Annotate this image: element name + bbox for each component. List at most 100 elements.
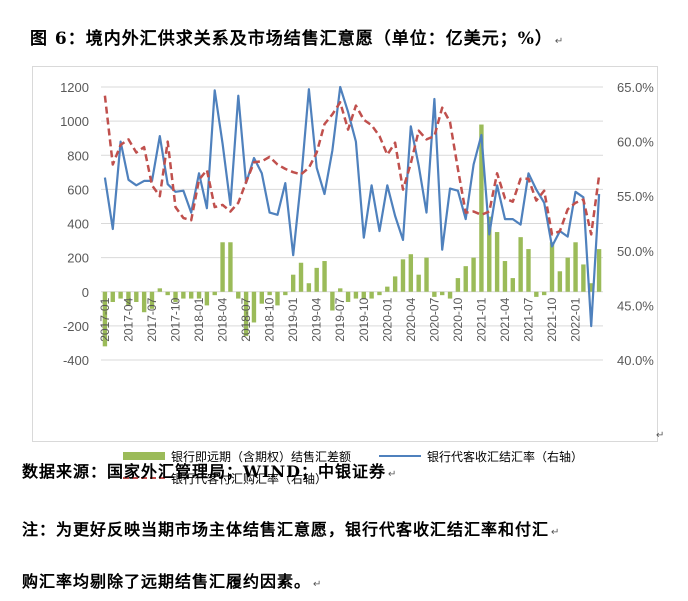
- x-tick-label: 2021-04: [498, 297, 512, 341]
- bar: [212, 291, 217, 296]
- bar: [565, 257, 570, 292]
- bar: [463, 266, 468, 292]
- bar: [440, 291, 445, 296]
- x-tick-label: 2018-07: [239, 297, 253, 341]
- bar: [149, 291, 155, 309]
- bar: [118, 291, 123, 299]
- y-right-tick-label: 65.0%: [617, 80, 654, 95]
- bar: [298, 262, 304, 292]
- y-right-tick-label: 60.0%: [617, 135, 654, 150]
- bar: [283, 291, 288, 296]
- x-tick-label: 2020-04: [404, 297, 418, 341]
- bar: [385, 286, 390, 292]
- legend-swatch-solid-line: [379, 455, 422, 457]
- bar: [589, 283, 594, 292]
- bar: [204, 291, 210, 306]
- paragraph-mark: ↵: [387, 469, 398, 480]
- bar: [408, 254, 414, 292]
- chart-area: -400 -200 0 200 400 600 800 1000 1200 40.0% 45.0% 5…: [32, 66, 658, 486]
- chart-svg: -400 -200 0 200 400 600 800 1000 1200 40.0% 45.0% 5…: [60, 80, 654, 368]
- bar: [494, 232, 500, 292]
- chart-legend: 银行即远期（含期权）结售汇差额 银行代客收汇结汇率（右轴） 银行代客付汇购汇率（…: [123, 445, 683, 489]
- bar: [361, 291, 366, 299]
- y-right-tick-label: 50.0%: [617, 244, 654, 259]
- bar: [518, 237, 523, 292]
- bar: [541, 291, 547, 296]
- bar: [181, 291, 186, 299]
- bar: [345, 291, 351, 302]
- x-tick-label: 2020-10: [451, 297, 465, 341]
- bar: [275, 291, 280, 306]
- bar: [549, 242, 555, 292]
- bar: [110, 291, 115, 302]
- paragraph-mark: ↵: [313, 579, 323, 590]
- x-tick-label: 2021-07: [521, 297, 535, 341]
- legend-label-payment-rate: 银行代客付汇购汇率（右轴）: [171, 471, 328, 486]
- y-left-tick-label: 0: [82, 285, 89, 300]
- note-line-1: 注：为更好反映当期市场主体结售汇意愿，银行代客收汇结汇率和付汇 ↵: [22, 520, 561, 539]
- y-right-tick-label: 45.0%: [617, 298, 654, 313]
- x-tick-label: 2020-07: [427, 297, 441, 341]
- x-tick-label: 2017-04: [121, 297, 135, 341]
- bar: [189, 291, 194, 299]
- bar: [267, 291, 272, 296]
- bar: [369, 291, 374, 299]
- x-tick-label: 2019-01: [286, 297, 300, 341]
- bar: [314, 267, 319, 292]
- x-tick-label: 2017-07: [145, 297, 159, 341]
- bar: [471, 257, 476, 292]
- paragraph-mark: ↵: [656, 430, 665, 441]
- bar: [228, 242, 233, 292]
- bar: [581, 264, 586, 292]
- y-right-tick-label: 55.0%: [617, 189, 654, 204]
- legend-item-payment-rate: 银行代客付汇购汇率（右轴）: [123, 470, 327, 487]
- bar: [259, 291, 264, 304]
- bar: [243, 291, 249, 337]
- bar: [165, 291, 170, 296]
- bar: [220, 242, 225, 292]
- bar: [479, 124, 484, 292]
- bar: [134, 291, 139, 302]
- paragraph-mark: ↵: [554, 36, 565, 47]
- note-line-2: 购汇率均剔除了远期结售汇履约因素。 ↵: [22, 572, 323, 591]
- y-left-tick-label: -200: [63, 319, 89, 334]
- bar: [424, 257, 429, 292]
- bar: [102, 291, 108, 347]
- x-tick-label: 2018-01: [192, 297, 206, 341]
- bar: [502, 261, 508, 292]
- source-line: 数据来源：国家外汇管理局；WIND；中银证券 ↵: [22, 462, 398, 481]
- bar: [400, 259, 406, 292]
- x-tick-label: 2019-10: [357, 297, 371, 341]
- bar: [173, 291, 178, 302]
- paragraph-mark: ↵: [551, 527, 561, 538]
- x-tick-label: 2019-07: [333, 297, 347, 341]
- bar: [322, 261, 327, 292]
- bar: [487, 216, 492, 292]
- legend-label-receipt-rate: 银行代客收汇结汇率（右轴）: [427, 449, 584, 464]
- bar: [432, 291, 437, 297]
- legend-item-receipt-rate: 银行代客收汇结汇率（右轴）: [379, 448, 583, 465]
- bar: [377, 291, 382, 296]
- y-left-tick-label: 600: [67, 182, 89, 197]
- y-left-tick-label: 1200: [60, 80, 89, 95]
- y-left-tick-label: -400: [63, 353, 89, 368]
- legend-item-bar: 银行即远期（含期权）结售汇差额: [123, 448, 351, 465]
- bar: [557, 271, 563, 292]
- x-tick-label: 2022-01: [569, 297, 583, 341]
- bar: [251, 291, 257, 323]
- bar: [236, 291, 241, 299]
- bar: [157, 288, 163, 292]
- legend-swatch-dashed-line: [123, 477, 165, 479]
- bar: [416, 274, 421, 292]
- x-tick-label: 2018-10: [263, 297, 277, 341]
- bar: [290, 274, 296, 292]
- y-left-tick-label: 400: [67, 217, 89, 232]
- x-tick-label: 2020-01: [380, 297, 394, 341]
- series-line-receipt-rate: [103, 85, 601, 328]
- x-tick-label: 2018-04: [216, 297, 230, 341]
- bar: [510, 278, 515, 292]
- y-right-tick-label: 40.0%: [617, 353, 654, 368]
- x-tick-label: 2017-10: [169, 297, 183, 341]
- y-left-tick-label: 800: [67, 148, 89, 163]
- bar: [455, 278, 461, 292]
